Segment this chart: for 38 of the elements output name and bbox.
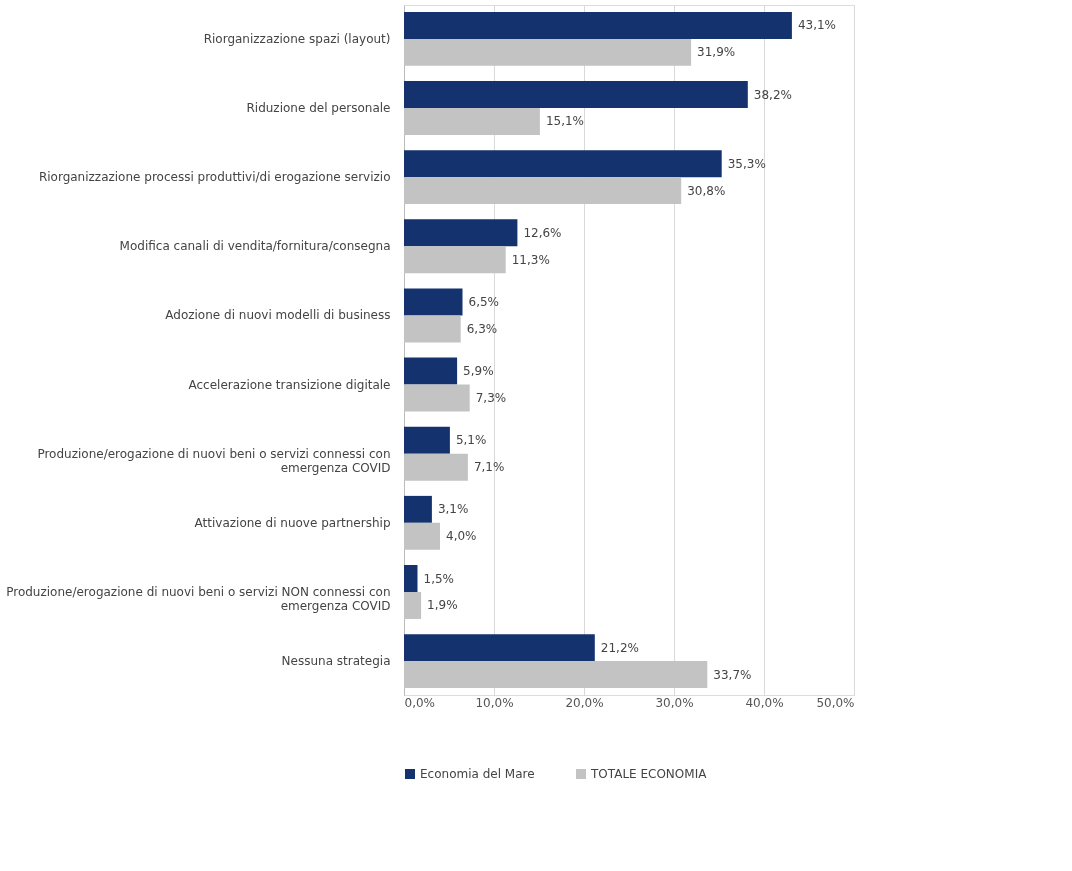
legend-label: TOTALE ECONOMIA [590,767,708,781]
data-label: 21,2% [600,640,639,655]
data-label: 15,1% [545,114,585,129]
data-label: 7,3% [475,391,507,406]
data-label: 5,1% [455,433,487,448]
x-tick-label: 50,0% [816,695,855,710]
y-tick-label: Adozione di nuovi modelli di business [165,308,391,323]
data-label: 1,5% [423,571,454,586]
data-label: 30,8% [687,183,726,198]
y-tick-label: Riduzione del personale [246,101,391,116]
data-label: 35,3% [727,156,766,171]
data-label: 31,9% [697,45,736,60]
data-label: 6,3% [466,321,498,336]
y-tick-label: Riorganizzazione spazi (layout) [203,31,391,46]
data-label: 1,9% [427,598,458,613]
data-label: 43,1% [797,18,837,33]
data-label: 6,5% [468,294,499,309]
x-tick-label: 10,0% [475,695,514,710]
data-label: 11,3% [511,252,550,267]
y-tick-label: Produzione/erogazione di nuovi beni o servizi connessi con emergenza COVID [37,446,391,475]
data-label: 38,2% [753,87,792,102]
x-tick-label: 40,0% [745,695,784,710]
data-label: 12,6% [523,225,562,240]
y-tick-label: Accelerazione transizione digitale [188,377,391,392]
y-tick-label: Modifica canali di vendita/fornitura/consegna [119,239,391,254]
data-label: 4,0% [446,529,477,544]
x-tick-label: 0,0% [404,695,435,710]
data-label: 5,9% [463,364,494,379]
legend-label: Economia del Mare [420,767,535,781]
y-tick-label: Attivazione di nuove partnership [194,515,391,530]
y-tick-label: Nessuna strategia [281,654,391,669]
data-label: 7,1% [473,460,505,475]
y-tick-label: Riorganizzazione processi produttivi/di erogazione servizio [38,170,391,185]
x-tick-label: 20,0% [565,695,604,710]
x-tick-label: 30,0% [655,695,694,710]
data-label: 3,1% [437,502,469,517]
data-label: 33,7% [713,667,752,682]
y-tick-label: Produzione/erogazione di nuovi beni o servizi NON connessi con emergenza COVID [6,584,391,613]
